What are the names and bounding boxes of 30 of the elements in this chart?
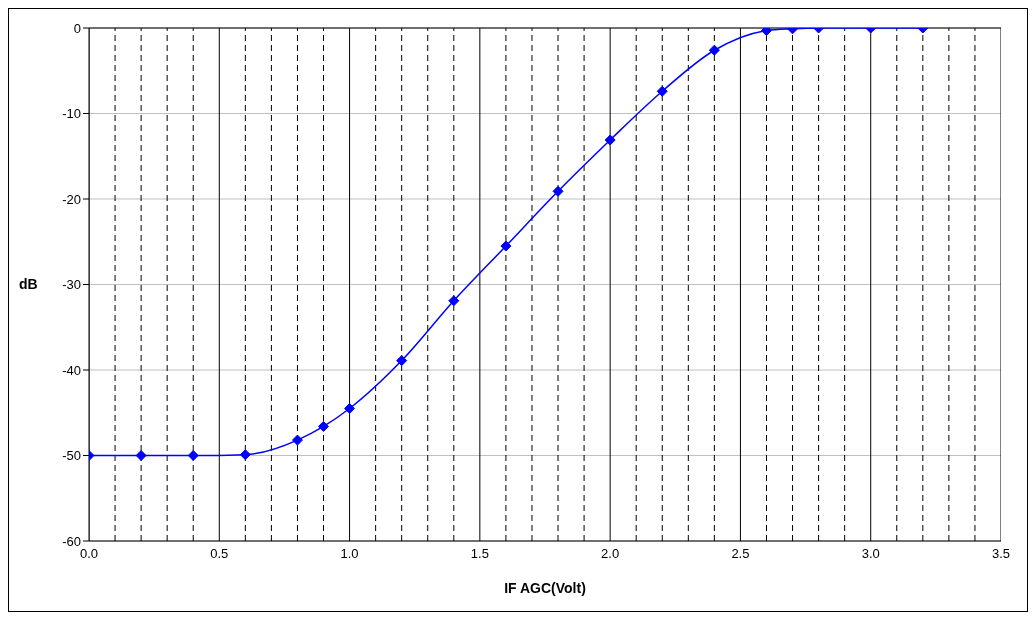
x-tick-label: 2.5 <box>731 546 750 562</box>
point <box>396 355 408 367</box>
point <box>344 402 356 414</box>
x-tick-label: 0.5 <box>210 546 229 562</box>
point <box>448 295 460 307</box>
y-tick-label: -30 <box>62 277 81 293</box>
point <box>187 450 199 461</box>
point <box>656 85 668 97</box>
y-tick-label: 0 <box>73 20 81 36</box>
y-tick-label: -20 <box>62 191 81 207</box>
y-tick-label: -10 <box>62 106 81 122</box>
x-tick-label: 2.0 <box>601 546 620 562</box>
y-tick-label: -50 <box>62 448 81 464</box>
x-tick-label: 1.5 <box>470 546 489 562</box>
point <box>318 420 330 432</box>
x-tick-label: 3.0 <box>861 546 880 562</box>
y-tick-label: -60 <box>62 533 81 549</box>
point <box>291 434 303 446</box>
y-axis-title: dB <box>19 276 38 293</box>
x-tick-label: 3.5 <box>991 546 1011 562</box>
point <box>500 240 512 252</box>
point <box>604 134 616 146</box>
point <box>135 450 147 461</box>
point <box>239 449 251 461</box>
point <box>760 28 772 37</box>
point <box>552 185 564 197</box>
x-tick-label: 0.0 <box>79 546 99 562</box>
y-tick-label: -40 <box>62 362 81 378</box>
x-axis-title: IF AGC(Volt) <box>504 580 586 596</box>
x-tick-label: 1.0 <box>340 546 359 562</box>
